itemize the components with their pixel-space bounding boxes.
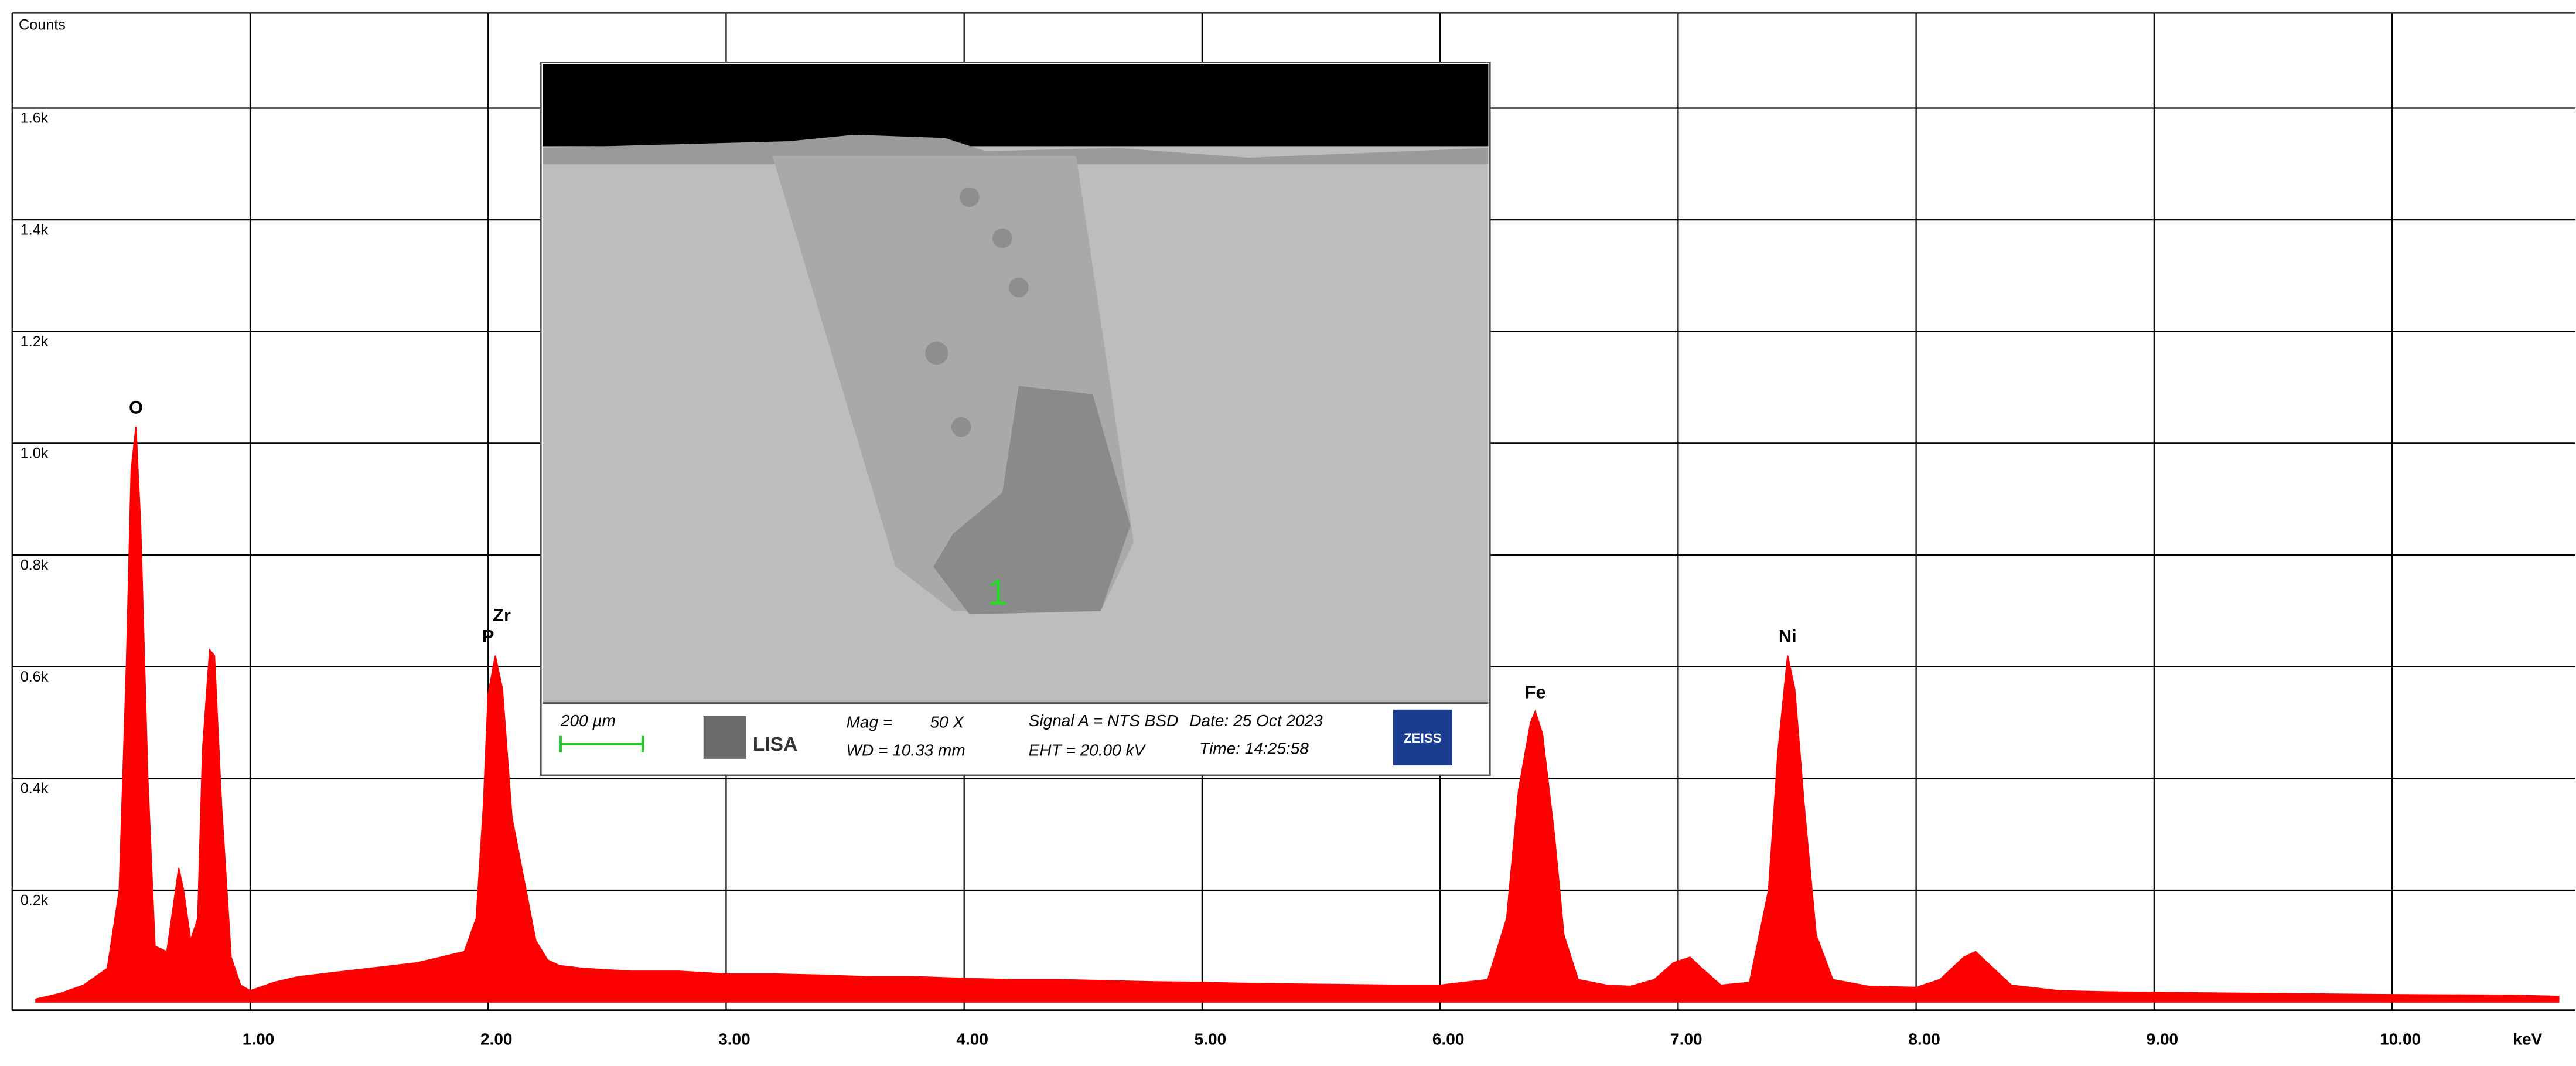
scale-label: 200 µm [560, 711, 616, 730]
x-tick-label: 1.00 [243, 1030, 275, 1048]
date: Date: 25 Oct 2023 [1189, 711, 1323, 730]
x-tick-label: 10.00 [2380, 1030, 2421, 1048]
logo-text: LISA [753, 734, 798, 755]
inset-spot [959, 187, 980, 207]
grid: 0.2k 0.4k 0.6k 0.8k 1.0k 1.2k 1.4k 1.6k 1.00 2.00… [12, 13, 2575, 1048]
signal: Signal A = NTS BSD [1029, 711, 1179, 730]
y-tick-label: 0.4k [21, 781, 49, 797]
y-tick-label: 1.4k [21, 222, 49, 238]
peak-label: Fe [1525, 682, 1546, 703]
sem-inset: 1 200 µm LISA Mag = 50 X WD = 10.33 mm S… [540, 62, 1491, 776]
y-axis-label: Counts [19, 16, 66, 33]
mag-label: Mag = [847, 713, 893, 731]
y-tick-label: 0.2k [21, 892, 49, 908]
inset-spot [925, 341, 948, 365]
x-tick-label: 7.00 [1670, 1030, 1702, 1048]
plot: O PZr Fe Ni [35, 397, 2560, 1003]
spectrum [35, 426, 2560, 1003]
peak-label: O [129, 397, 143, 417]
mag-value: 50 X [930, 713, 964, 731]
inset-spot [1009, 277, 1029, 298]
inset-spot [992, 228, 1012, 248]
y-tick-label: 1.2k [21, 333, 49, 350]
zeiss-text: ZEISS [1404, 731, 1442, 745]
inset-dark-region [933, 386, 1131, 615]
peak-label: P [482, 626, 494, 646]
x-tick-label: 3.00 [718, 1030, 750, 1048]
logo-icon [703, 716, 746, 759]
x-tick-label: 5.00 [1195, 1030, 1227, 1048]
inset-dark-band [543, 64, 1489, 147]
y-tick-label: 0.6k [21, 669, 49, 685]
x-tick-label: 9.00 [2147, 1030, 2179, 1048]
inset-point-label: 1 [988, 572, 1008, 612]
peak-label: Ni [1779, 626, 1797, 646]
y-tick-label: 1.0k [21, 445, 49, 462]
zeiss-logo [1393, 709, 1452, 766]
eht: EHT = 20.00 kV [1029, 741, 1147, 759]
x-tick-label: 8.00 [1908, 1030, 1940, 1048]
y-tick-label: 0.8k [21, 557, 49, 573]
wd: WD = 10.33 mm [847, 741, 965, 759]
x-tick-label: 2.00 [480, 1030, 513, 1048]
inset-spot [951, 417, 971, 437]
time: Time: 14:25:58 [1199, 739, 1309, 757]
x-tick-label: 6.00 [1432, 1030, 1465, 1048]
y-tick-label: 1.6k [21, 110, 49, 127]
x-tick-label: 4.00 [956, 1030, 988, 1048]
x-axis-label: keV [2513, 1030, 2542, 1048]
peak-label: Zr [493, 605, 511, 625]
